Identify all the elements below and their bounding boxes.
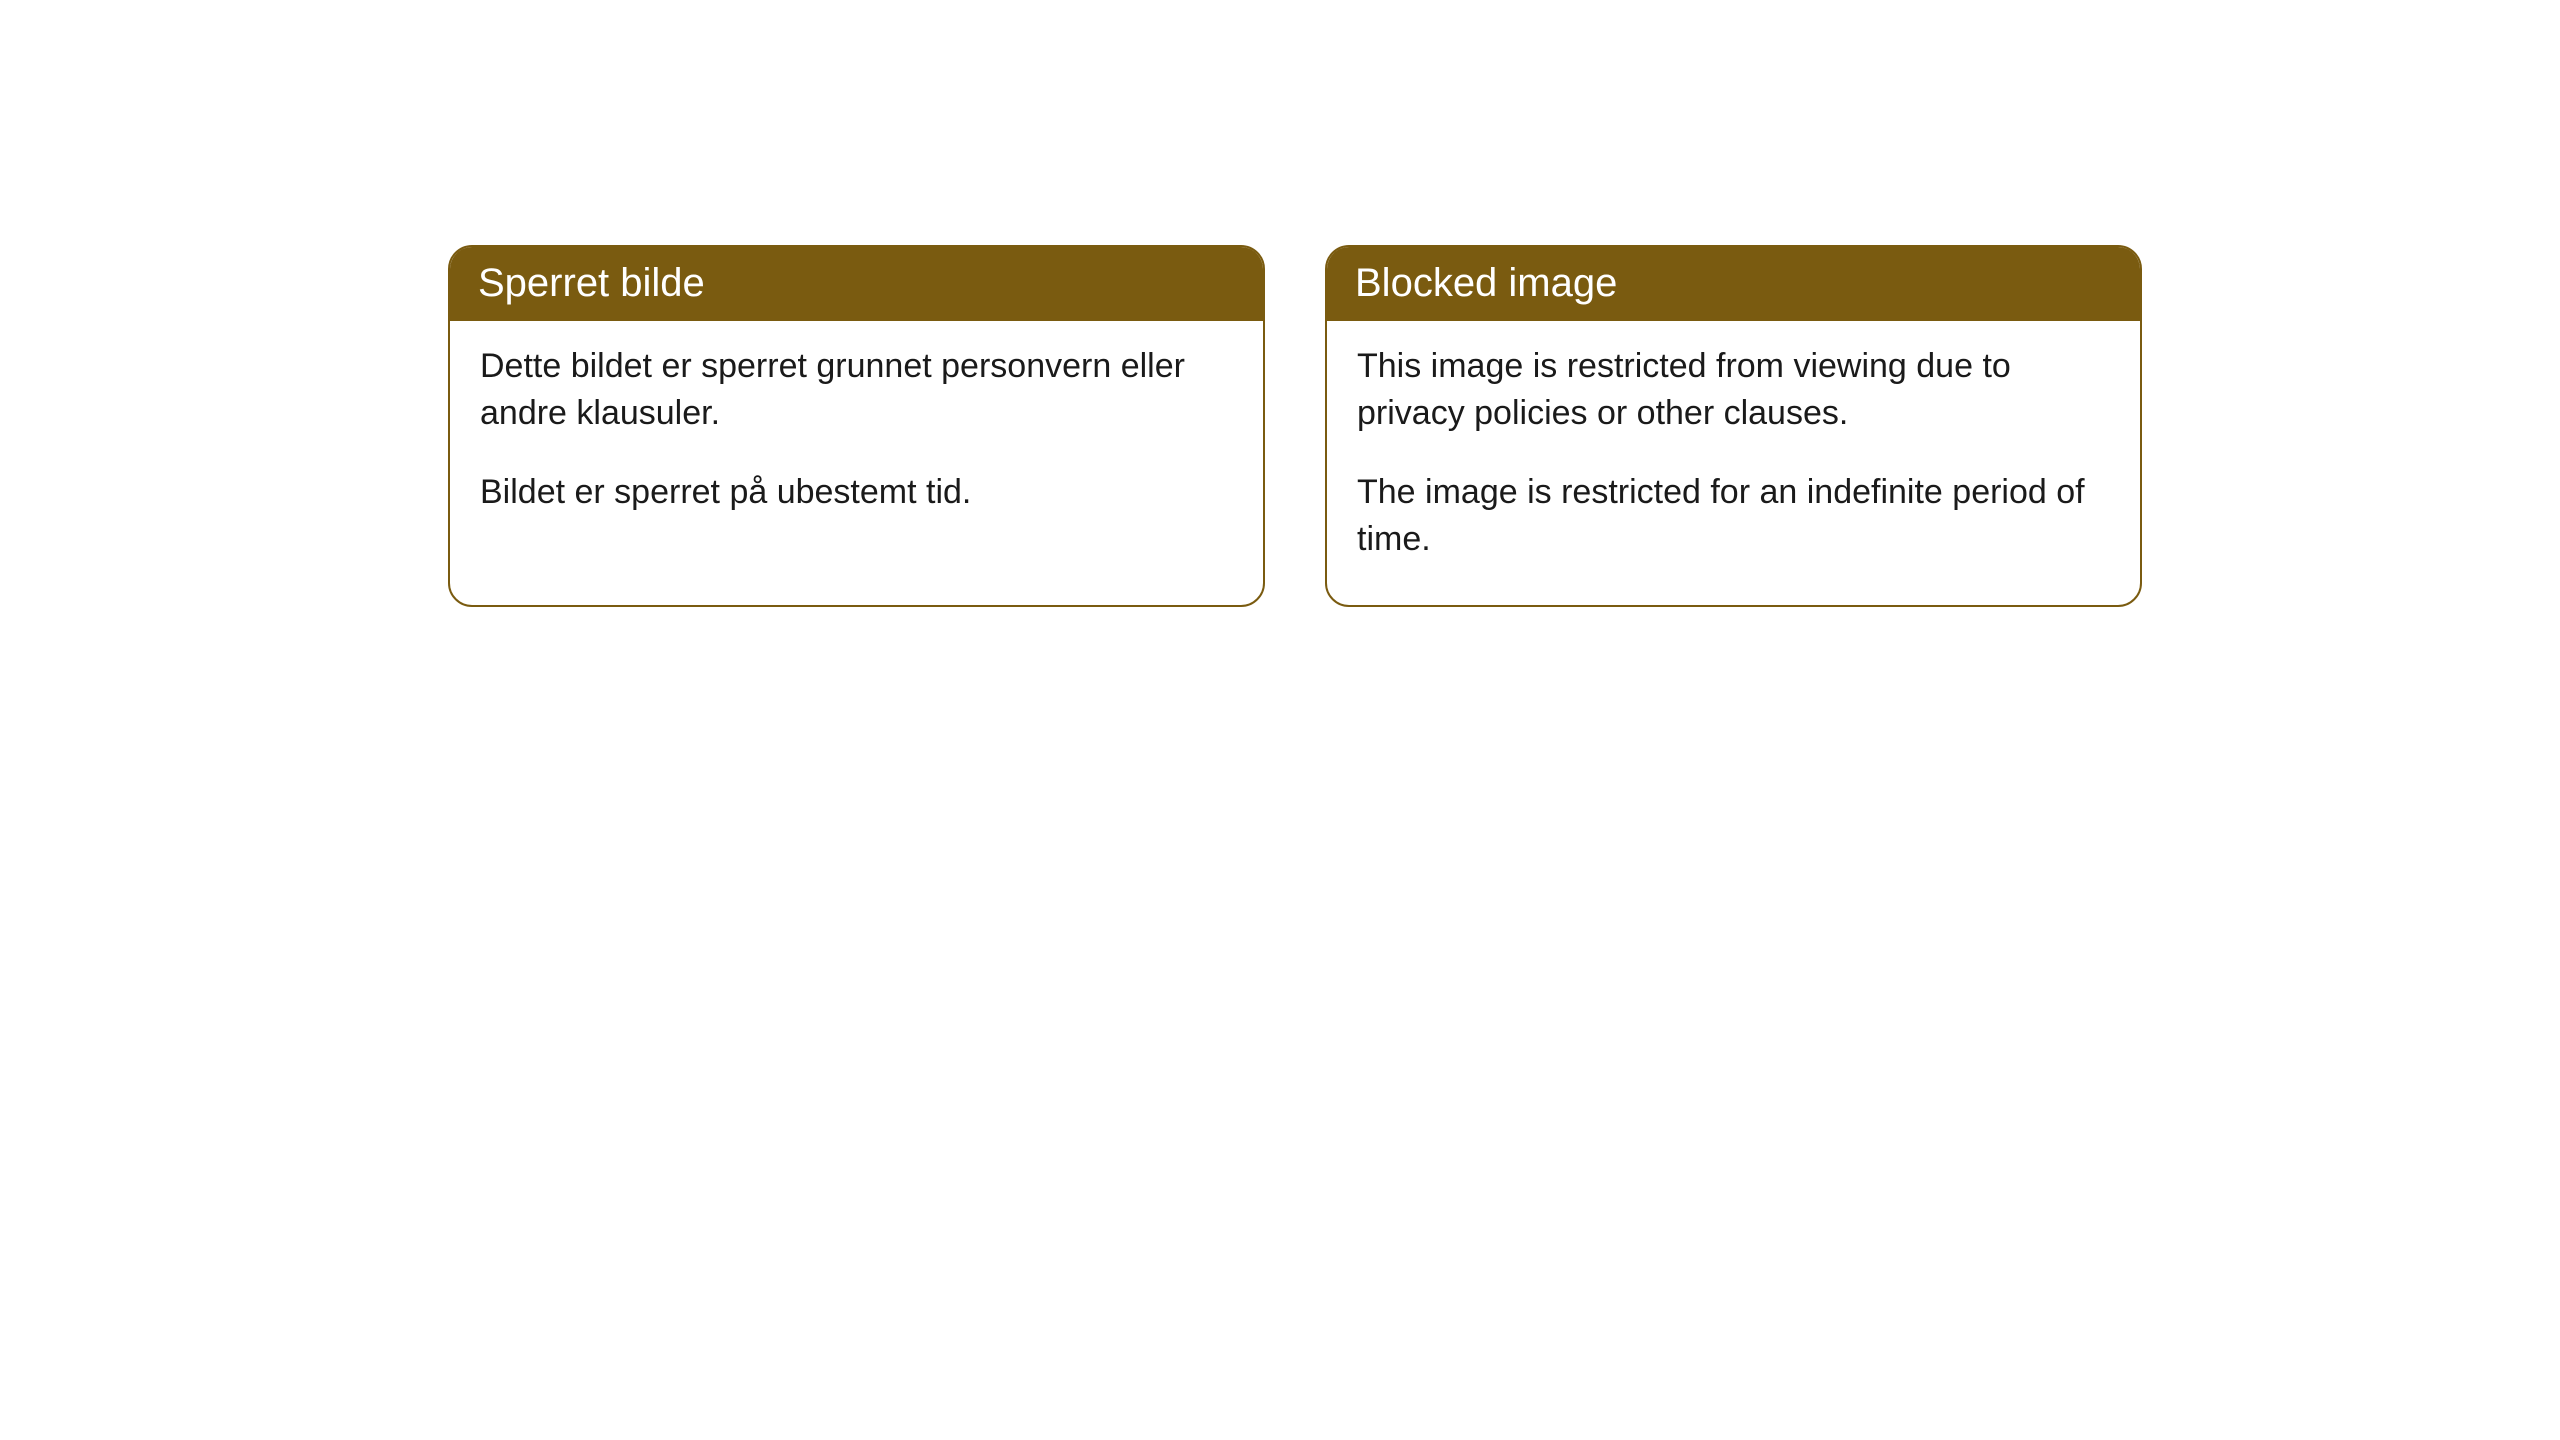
card-norwegian: Sperret bilde Dette bildet er sperret gr…	[448, 245, 1265, 607]
card-para2-english: The image is restricted for an indefinit…	[1357, 469, 2110, 563]
card-english: Blocked image This image is restricted f…	[1325, 245, 2142, 607]
card-body-english: This image is restricted from viewing du…	[1327, 321, 2140, 605]
card-body-norwegian: Dette bildet er sperret grunnet personve…	[450, 321, 1263, 558]
card-para2-norwegian: Bildet er sperret på ubestemt tid.	[480, 469, 1233, 516]
card-para1-english: This image is restricted from viewing du…	[1357, 343, 2110, 437]
card-title-norwegian: Sperret bilde	[450, 247, 1263, 321]
cards-container: Sperret bilde Dette bildet er sperret gr…	[0, 0, 2560, 607]
card-title-english: Blocked image	[1327, 247, 2140, 321]
card-para1-norwegian: Dette bildet er sperret grunnet personve…	[480, 343, 1233, 437]
